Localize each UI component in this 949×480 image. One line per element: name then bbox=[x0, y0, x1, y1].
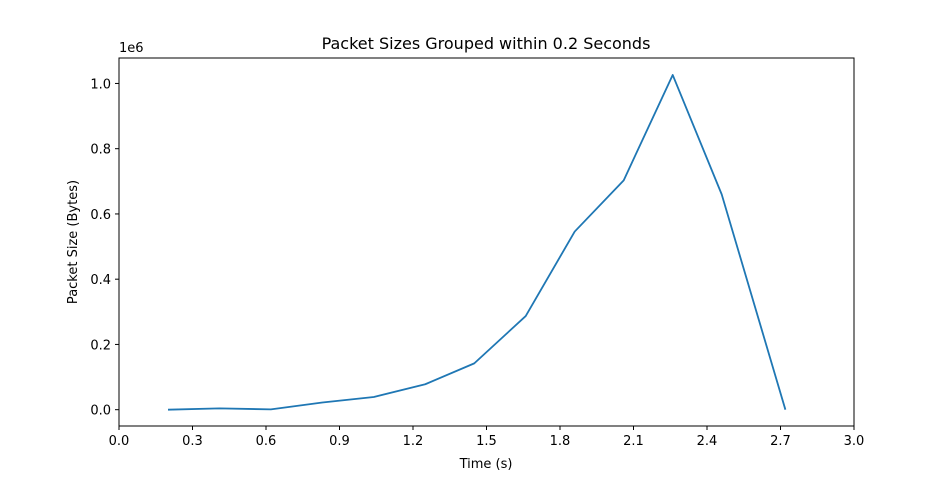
series-layer bbox=[167, 74, 787, 411]
y-axis: 0.0 0.2 0.4 0.6 0.8 1.0 bbox=[90, 77, 119, 419]
chart-title: Packet Sizes Grouped within 0.2 Seconds bbox=[322, 34, 651, 53]
y-tick-label: 0.6 bbox=[90, 208, 111, 223]
x-tick-label: 0.9 bbox=[329, 434, 350, 449]
y-offset-label: 1e6 bbox=[119, 41, 144, 56]
x-axis-label: Time (s) bbox=[459, 457, 513, 472]
y-tick-label: 1.0 bbox=[90, 77, 111, 92]
y-axis-label: Packet Size (Bytes) bbox=[66, 180, 81, 304]
x-tick-label: 1.5 bbox=[476, 434, 497, 449]
series-line bbox=[167, 74, 787, 411]
y-tick-label: 0.4 bbox=[90, 273, 111, 288]
x-tick-label: 0.0 bbox=[109, 434, 130, 449]
x-tick-label: 2.1 bbox=[623, 434, 644, 449]
x-axis: 0.0 0.3 0.6 0.9 1.2 1.5 1.8 2.1 2.4 2.7 3.0 bbox=[109, 426, 865, 449]
y-tick-label: 0.2 bbox=[90, 338, 111, 353]
x-tick-label: 3.0 bbox=[844, 434, 865, 449]
x-tick-label: 1.8 bbox=[550, 434, 571, 449]
y-tick-label: 0.8 bbox=[90, 143, 111, 158]
plot-frame bbox=[118, 57, 855, 427]
x-tick-label: 1.2 bbox=[403, 434, 424, 449]
x-tick-label: 2.4 bbox=[697, 434, 718, 449]
x-tick-label: 2.7 bbox=[770, 434, 791, 449]
y-tick-label: 0.0 bbox=[90, 404, 111, 419]
x-tick-label: 0.3 bbox=[182, 434, 203, 449]
x-tick-label: 0.6 bbox=[256, 434, 277, 449]
